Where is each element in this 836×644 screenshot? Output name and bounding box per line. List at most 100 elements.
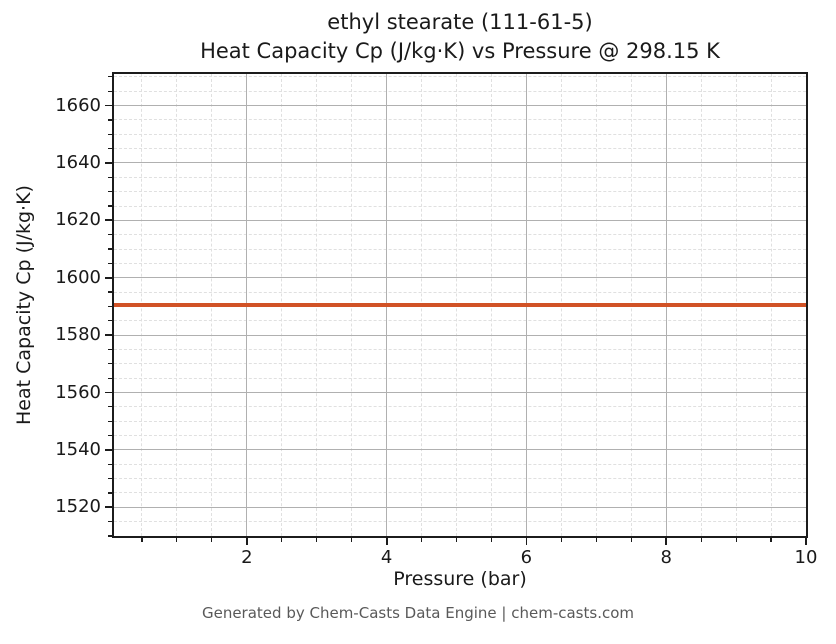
y-major-tick	[105, 162, 112, 164]
y-minor-tick	[108, 406, 112, 408]
y-major-gridline	[114, 277, 806, 279]
y-major-gridline	[114, 449, 806, 451]
y-minor-tick	[108, 191, 112, 193]
y-minor-tick	[108, 420, 112, 422]
y-minor-gridline	[114, 492, 806, 494]
y-minor-gridline	[114, 133, 806, 135]
y-minor-tick	[108, 521, 112, 523]
y-minor-tick	[108, 305, 112, 308]
y-tick-label: 1580	[55, 324, 101, 346]
y-minor-tick	[108, 148, 112, 150]
chart-title: ethyl stearate (111-61-5) Heat Capacity …	[114, 8, 806, 66]
y-major-tick	[105, 334, 112, 337]
cp-series-line	[114, 303, 806, 307]
y-major-gridline	[114, 105, 806, 107]
x-tick-label: 10	[794, 547, 818, 568]
y-minor-gridline	[114, 420, 806, 422]
y-minor-gridline	[114, 363, 806, 365]
y-minor-gridline	[114, 377, 806, 379]
y-tick-label: 1520	[55, 496, 101, 518]
y-minor-gridline	[114, 406, 806, 408]
chart-title-line1: ethyl stearate (111-61-5)	[327, 10, 593, 34]
y-minor-gridline	[114, 148, 806, 150]
y-minor-gridline	[114, 119, 806, 121]
x-major-tick	[245, 538, 248, 545]
x-major-tick	[385, 538, 388, 545]
x-major-tick	[805, 538, 807, 545]
x-tick-label: 8	[660, 547, 672, 568]
y-minor-tick	[108, 463, 112, 465]
y-minor-tick	[108, 320, 112, 322]
y-minor-tick	[108, 363, 112, 365]
y-tick-label: 1620	[55, 209, 101, 231]
y-minor-gridline	[114, 463, 806, 465]
y-major-gridline	[114, 162, 806, 164]
x-minor-tick	[490, 538, 493, 542]
x-minor-tick	[316, 538, 318, 542]
y-minor-tick	[108, 176, 112, 178]
y-major-tick	[105, 506, 112, 509]
chart-title-line2: Heat Capacity Cp (J/kg·K) vs Pressure @ …	[200, 39, 720, 63]
y-minor-gridline	[114, 90, 806, 92]
chart-footer: Generated by Chem-Casts Data Engine | ch…	[201, 604, 635, 622]
x-minor-tick	[455, 538, 458, 542]
y-minor-tick	[108, 76, 112, 78]
y-tick-label: 1560	[55, 381, 101, 403]
y-minor-gridline	[114, 76, 806, 78]
x-minor-tick	[281, 538, 283, 542]
y-major-tick	[105, 104, 112, 107]
y-minor-tick	[108, 262, 112, 264]
y-minor-gridline	[114, 234, 806, 236]
y-minor-tick	[108, 90, 112, 92]
y-major-gridline	[114, 334, 806, 336]
x-tick-label: 6	[520, 547, 533, 568]
y-minor-gridline	[114, 521, 806, 523]
x-major-tick	[665, 538, 668, 545]
y-minor-gridline	[114, 248, 806, 250]
y-minor-gridline	[114, 320, 806, 322]
x-axis-label: Pressure (bar)	[393, 568, 527, 590]
y-major-gridline	[114, 392, 806, 394]
y-major-tick	[105, 219, 112, 222]
x-minor-tick	[211, 538, 213, 542]
y-minor-tick	[108, 248, 112, 250]
x-minor-tick	[141, 538, 143, 542]
x-minor-tick	[630, 538, 632, 542]
x-tick-label: 2	[241, 547, 253, 568]
x-minor-tick	[595, 538, 597, 542]
x-minor-tick	[351, 538, 353, 542]
x-minor-tick	[560, 538, 562, 542]
x-minor-tick	[420, 538, 423, 542]
y-major-tick	[105, 391, 112, 394]
y-tick-label: 1540	[55, 438, 101, 460]
y-minor-tick	[108, 291, 112, 293]
y-minor-tick	[108, 535, 112, 537]
y-minor-tick	[108, 478, 112, 480]
x-minor-tick	[735, 538, 737, 542]
y-minor-gridline	[114, 348, 806, 350]
y-major-tick	[105, 449, 112, 451]
y-minor-gridline	[114, 535, 806, 536]
y-tick-label: 1600	[55, 266, 101, 288]
y-minor-gridline	[114, 191, 806, 193]
plot-area	[112, 72, 808, 538]
x-minor-tick	[176, 538, 178, 542]
y-minor-tick	[108, 492, 112, 494]
y-minor-gridline	[114, 262, 806, 264]
y-major-gridline	[114, 506, 806, 508]
y-minor-gridline	[114, 205, 806, 207]
y-minor-gridline	[114, 176, 806, 178]
y-minor-tick	[108, 119, 112, 121]
y-minor-tick	[108, 348, 112, 351]
y-minor-tick	[108, 205, 112, 207]
y-minor-tick	[108, 434, 112, 437]
y-tick-label: 1640	[55, 151, 101, 173]
x-minor-tick	[700, 538, 702, 542]
x-minor-tick	[770, 538, 772, 542]
y-minor-gridline	[114, 435, 806, 437]
x-major-tick	[525, 538, 528, 545]
y-major-gridline	[114, 219, 806, 221]
y-minor-tick	[108, 234, 112, 236]
y-minor-tick	[108, 377, 112, 379]
